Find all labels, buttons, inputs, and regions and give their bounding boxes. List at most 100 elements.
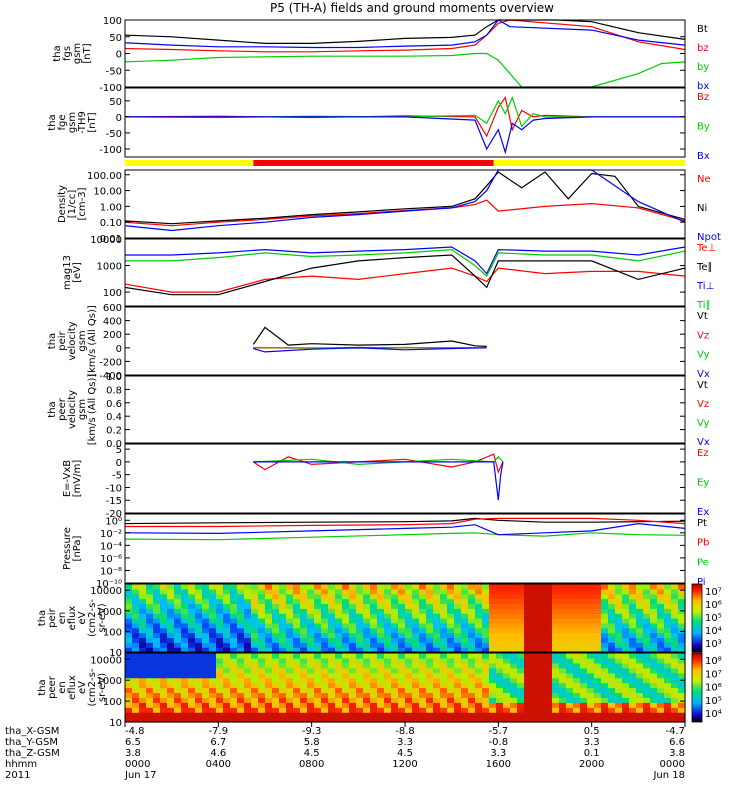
spectrogram-cell: [664, 613, 672, 619]
spectrogram-cell: [433, 692, 441, 698]
spectrogram-cell: [181, 622, 189, 629]
spectrogram-cell: [391, 712, 399, 718]
spectrogram-cell: [293, 662, 301, 669]
spectrogram-cell: [174, 653, 182, 659]
y-axis-label: sr-eV): [97, 603, 108, 632]
spectrogram-cell: [223, 672, 231, 679]
spectrogram-cell: [377, 682, 385, 689]
series-line-blue: [253, 347, 487, 353]
spectrogram-cell: [461, 677, 469, 684]
spectrogram-cell: [664, 717, 672, 723]
spectrogram-cell: [629, 608, 637, 614]
spectrogram-cell: [160, 618, 168, 624]
spectrogram-cell: [517, 637, 525, 643]
spectrogram-cell: [426, 657, 434, 664]
spectrogram-cell: [244, 677, 252, 684]
spectrogram-cell: [125, 647, 133, 653]
spectrogram-cell: [594, 687, 602, 694]
spectrogram-cell: [328, 667, 336, 674]
spectrogram-cell: [265, 627, 273, 634]
spectrogram-cell: [489, 627, 497, 634]
spectrogram-cell: [433, 632, 441, 639]
spectrogram-cell: [160, 687, 168, 694]
spectrogram-cell: [643, 672, 651, 679]
spectrogram-cell: [496, 677, 504, 684]
spectrogram-cell: [286, 657, 294, 664]
spectrogram-cell: [188, 603, 196, 609]
spectrogram-cell: [573, 613, 581, 619]
spectrogram-cell: [468, 677, 476, 684]
spectrogram-cell: [489, 712, 497, 718]
spectrogram-cell: [489, 653, 497, 659]
spectrogram-cell: [230, 622, 238, 629]
spectrogram-cell: [524, 608, 532, 614]
spectrogram-cell: [496, 667, 504, 674]
spectrogram-cell: [342, 667, 350, 674]
spectrogram-cell: [405, 672, 413, 679]
spectrogram-cell: [272, 593, 280, 600]
spectrogram-cell: [510, 697, 518, 703]
spectrogram-cell: [167, 627, 175, 634]
spectrogram-cell: [636, 584, 644, 590]
y-axis-label: (cm2-s-: [87, 668, 98, 706]
spectrogram-cell: [125, 662, 133, 669]
spectrogram-cell: [174, 692, 182, 698]
spectrogram-cell: [279, 697, 287, 703]
spectrogram-cell: [314, 653, 322, 659]
spectrogram-cell: [321, 642, 329, 648]
spectrogram-cell: [146, 653, 154, 659]
spectrogram-cell: [426, 707, 434, 713]
spectrogram-cell: [188, 613, 196, 619]
spectrogram-cell: [657, 593, 665, 600]
spectrogram-cell: [412, 588, 420, 595]
y-axis-label: peer: [57, 397, 68, 421]
spectrogram-cell: [188, 717, 196, 723]
ephemeris-value: 0400: [206, 759, 231, 770]
spectrogram-cell: [153, 618, 161, 624]
spectrogram-cell: [468, 627, 476, 634]
spectrogram-cell: [237, 618, 245, 624]
spectrogram-cell: [314, 677, 322, 684]
spectrogram-cell: [202, 687, 210, 694]
spectrogram-cell: [321, 588, 329, 595]
spectrogram-cell: [181, 682, 189, 689]
spectrogram-cell: [363, 707, 371, 713]
spectrogram-cell: [447, 657, 455, 664]
colorbar: [691, 583, 703, 653]
spectrogram-cell: [188, 692, 196, 698]
spectrogram-cell: [230, 632, 238, 639]
spectrogram-cell: [510, 627, 518, 634]
spectrogram-cell: [594, 584, 602, 590]
spectrogram-cell: [286, 593, 294, 600]
spectrogram-cell: [279, 707, 287, 713]
spectrogram-cell: [517, 692, 525, 698]
spectrogram-cell: [188, 608, 196, 614]
spectrogram-cell: [622, 598, 630, 605]
spectrogram-cell: [503, 632, 511, 639]
panel-frame: [124, 306, 686, 376]
spectrogram-cell: [489, 717, 497, 723]
y-tick-label: 10⁻⁴: [100, 541, 122, 552]
spectrogram-cell: [531, 593, 539, 600]
spectrogram-cell: [650, 584, 658, 590]
spectrogram-cell: [237, 712, 245, 718]
spectrogram-cell: [251, 632, 259, 639]
spectrogram-cell: [601, 622, 609, 629]
spectrogram-cell: [293, 588, 301, 595]
spectrogram-cell: [132, 667, 140, 674]
spectrogram-cell: [447, 613, 455, 619]
spectrogram-cell: [461, 622, 469, 629]
spectrogram-cell: [412, 613, 420, 619]
spectrogram-cell: [629, 702, 637, 708]
spectrogram-cell: [258, 687, 266, 694]
spectrogram-cell: [202, 697, 210, 703]
spectrogram-cell: [174, 677, 182, 684]
spectrogram-cell: [153, 593, 161, 600]
spectrogram-cell: [636, 622, 644, 629]
spectrogram-cell: [391, 608, 399, 614]
spectrogram-cell: [230, 672, 238, 679]
spectrogram-cell: [216, 707, 224, 713]
spectrogram-cell: [545, 717, 553, 723]
spectrogram-cell: [335, 603, 343, 609]
spectrogram-cell: [356, 598, 364, 605]
